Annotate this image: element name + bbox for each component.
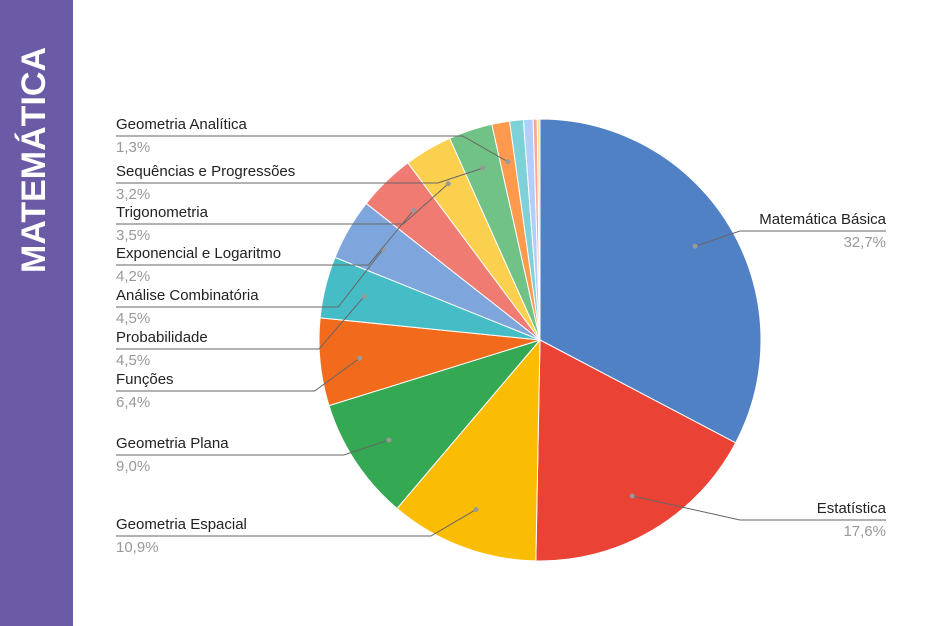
leader-line xyxy=(632,495,886,521)
leader-dot xyxy=(410,207,416,213)
leader-line xyxy=(116,509,477,537)
leader-line xyxy=(116,296,365,350)
leader-line xyxy=(694,230,886,247)
slice-label: Geometria Plana xyxy=(116,435,229,452)
slice-value-label: 3,2% xyxy=(116,186,150,203)
leader-line xyxy=(116,248,384,308)
slice-value-label: 17,6% xyxy=(843,523,886,540)
pie-slice xyxy=(535,339,737,562)
leader-line xyxy=(116,439,390,456)
leader-dot xyxy=(386,437,392,443)
leader-line xyxy=(116,183,449,225)
leader-line xyxy=(116,167,484,184)
slice-label: Geometria Analítica xyxy=(116,116,248,133)
leader-line xyxy=(116,135,508,163)
slice-value-label: 1,3% xyxy=(116,139,150,156)
slice-label: Geometria Espacial xyxy=(116,516,247,533)
slice-value-label: 4,5% xyxy=(116,352,150,369)
sidebar xyxy=(0,0,73,626)
leader-dot xyxy=(445,181,451,187)
leader-line xyxy=(116,357,360,392)
leader-dot xyxy=(473,507,479,513)
pie-slice xyxy=(539,118,762,444)
pie-slice xyxy=(536,118,541,341)
slice-label: Probabilidade xyxy=(116,329,208,346)
slice-value-label: 4,5% xyxy=(116,310,150,327)
slice-value-label: 10,9% xyxy=(116,539,159,556)
leader-line xyxy=(116,209,414,266)
slice-label: Estatística xyxy=(817,500,887,517)
leader-dot xyxy=(629,493,635,499)
slice-label: Matemática Básica xyxy=(759,211,886,228)
leader-dot xyxy=(357,355,363,361)
slice-value-label: 4,2% xyxy=(116,268,150,285)
slice-value-label: 3,5% xyxy=(116,227,150,244)
leader-dot xyxy=(480,165,486,171)
slice-value-label: 32,7% xyxy=(843,234,886,251)
slice-label: Exponencial e Logaritmo xyxy=(116,245,281,262)
slice-value-label: 6,4% xyxy=(116,394,150,411)
pie-slice xyxy=(328,339,542,510)
leader-dot xyxy=(505,159,511,165)
sidebar-title: MATEMÁTICA xyxy=(15,47,53,273)
slice-label: Trigonometria xyxy=(116,204,209,221)
slice-value-label: 9,0% xyxy=(116,458,150,475)
pie-slice xyxy=(396,338,541,562)
leader-dot xyxy=(692,243,698,249)
leader-dot xyxy=(361,294,367,300)
slice-label: Sequências e Progressões xyxy=(116,163,295,180)
slice-label: Funções xyxy=(116,371,174,388)
slice-label: Análise Combinatória xyxy=(116,287,259,304)
